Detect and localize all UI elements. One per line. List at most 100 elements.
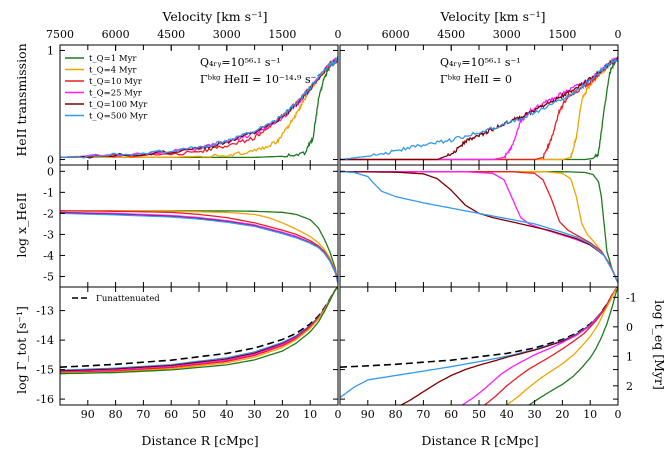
- bottom-axis-label-left: Distance R [cMpc]: [141, 433, 258, 448]
- series-line-10-myr: [484, 287, 618, 405]
- x-tick-label: 70: [416, 408, 430, 421]
- legend-label: t_Q=100 Myr: [89, 100, 148, 110]
- series-line-1-myr: [60, 287, 338, 375]
- teq-tick-label: -1: [626, 291, 637, 304]
- bottom-axis-label-right: Distance R [cMpc]: [421, 433, 538, 448]
- y-tick-label: -2: [43, 207, 54, 220]
- velocity-tick-label: 1500: [268, 28, 296, 41]
- y-tick-label: -15: [36, 364, 54, 377]
- series-line-500-myr: [60, 212, 338, 283]
- x-tick-label: 40: [220, 408, 234, 421]
- x-tick-label: 90: [361, 408, 375, 421]
- x-tick-label: 10: [303, 408, 317, 421]
- panel-frame: [59, 286, 339, 406]
- teq-tick-label: 2: [626, 380, 633, 393]
- x-tick-label: 20: [275, 408, 289, 421]
- panel-frame: [59, 164, 339, 288]
- top-axis-label-right: Velocity [km s⁻¹]: [439, 9, 545, 24]
- panel-left_gamma: 90 80 70 60 50 40 30 20 10 0 -13 -14 -15 -16: [36, 286, 342, 421]
- series-line-10-myr: [340, 171, 618, 284]
- velocity-tick-label: 4500: [157, 28, 185, 41]
- velocity-tick-label: 0: [335, 28, 342, 41]
- panel-frame: [339, 286, 619, 406]
- teq-tick-label: 1: [626, 350, 633, 363]
- legend-label: t_Q=4 Myr: [89, 66, 137, 76]
- legend-label: t_Q=1 Myr: [89, 54, 137, 64]
- ylabel-transmission: HeII transmission: [14, 43, 29, 156]
- series-line-100-myr: [60, 212, 338, 283]
- series-line-10-myr: [60, 210, 338, 283]
- series-line-25-myr: [340, 171, 618, 284]
- velocity-tick-label: 7500: [46, 28, 74, 41]
- x-tick-label: 80: [389, 408, 403, 421]
- series-line-1-myr: [528, 287, 618, 405]
- x-tick-label: 20: [555, 408, 569, 421]
- x-tick-label: 30: [248, 408, 262, 421]
- panel-right_transmission: 6000 4500 3000 1500 0: [339, 28, 622, 166]
- y-tick-label: -13: [36, 305, 54, 318]
- ylabel-teq: log t_eq [Myr]: [652, 300, 664, 390]
- series-line-4-myr: [60, 210, 338, 283]
- series-line-500-myr: [340, 287, 618, 399]
- series-line-25-myr: [60, 211, 338, 283]
- velocity-tick-label: 6000: [102, 28, 130, 41]
- x-tick-label: 0: [615, 408, 622, 421]
- x-tick-label: 60: [444, 408, 458, 421]
- y-tick-label: -5: [43, 270, 54, 283]
- annotation-left-q: Q₄ᵣᵧ=10⁵⁶·¹ s⁻¹: [200, 56, 281, 69]
- x-tick-label: 10: [583, 408, 597, 421]
- series-line-1-myr: [340, 171, 618, 284]
- y-tick-label: -3: [43, 228, 54, 241]
- series-line-500-myr: [60, 57, 338, 159]
- series-line-1-myr: [60, 210, 338, 283]
- x-tick-label: 50: [472, 408, 486, 421]
- velocity-tick-label: 3000: [493, 28, 521, 41]
- ylabel-gamma: log Γ_tot [s⁻¹]: [14, 306, 29, 394]
- x-tick-label: 90: [81, 408, 95, 421]
- series-line-4-myr: [506, 287, 618, 405]
- y-tick-label: 0: [47, 154, 54, 167]
- teq-tick-label: 0: [626, 321, 633, 334]
- velocity-tick-label: 6000: [382, 28, 410, 41]
- gamma-legend-label: Γunattenuated: [96, 294, 160, 304]
- velocity-tick-label: 0: [615, 28, 622, 41]
- panel-frame: [339, 164, 619, 288]
- panel-left_xhe: 0 -1 -2 -3 -4 -5: [43, 164, 339, 288]
- annotation-left-gamma: Γᵇᵏᵍ HeII = 10⁻¹⁴·⁹ s⁻¹: [200, 73, 321, 86]
- velocity-tick-label: 4500: [437, 28, 465, 41]
- x-tick-label: 40: [500, 408, 514, 421]
- annotation-right-gamma: Γᵇᵏᵍ HeII = 0: [440, 73, 512, 86]
- y-tick-label: -14: [36, 334, 54, 347]
- annotation-right-q: Q₄ᵣᵧ=10⁵⁶·¹ s⁻¹: [440, 56, 521, 69]
- y-tick-label: 0: [47, 165, 54, 178]
- y-tick-label: -16: [36, 393, 54, 406]
- series-line-100-myr: [340, 171, 618, 284]
- top-axis-label-left: Velocity [km s⁻¹]: [161, 9, 267, 24]
- panel-left_transmission: 7500 6000 4500 3000 1500 0 0 1: [46, 28, 342, 167]
- x-tick-label: 0: [335, 408, 342, 421]
- legend-label: t_Q=10 Myr: [89, 77, 143, 87]
- series-line-100-myr: [400, 287, 618, 405]
- ylabel-xhe: log x_HeII: [14, 192, 29, 257]
- series-line-500-myr: [340, 171, 618, 284]
- legend-label: t_Q=500 Myr: [89, 112, 148, 122]
- y-tick-label: 1: [47, 44, 54, 57]
- x-tick-label: 80: [109, 408, 123, 421]
- series-line-unattenuated: [340, 287, 618, 368]
- panel-right_gamma: 90 80 70 60 50 40 30 20 10 0 -1 0 1 2: [339, 286, 637, 421]
- y-tick-label: -1: [43, 186, 54, 199]
- x-tick-label: 50: [192, 408, 206, 421]
- y-tick-label: -4: [43, 249, 54, 262]
- legend-label: t_Q=25 Myr: [89, 89, 143, 99]
- velocity-tick-label: 3000: [213, 28, 241, 41]
- gamma-legend: Γunattenuated: [72, 294, 160, 304]
- panel-right_xhe: [339, 164, 619, 288]
- velocity-tick-label: 1500: [548, 28, 576, 41]
- x-tick-label: 70: [136, 408, 150, 421]
- series-line-4-myr: [340, 171, 618, 284]
- x-tick-label: 30: [528, 408, 542, 421]
- series-line-500-myr: [340, 56, 618, 161]
